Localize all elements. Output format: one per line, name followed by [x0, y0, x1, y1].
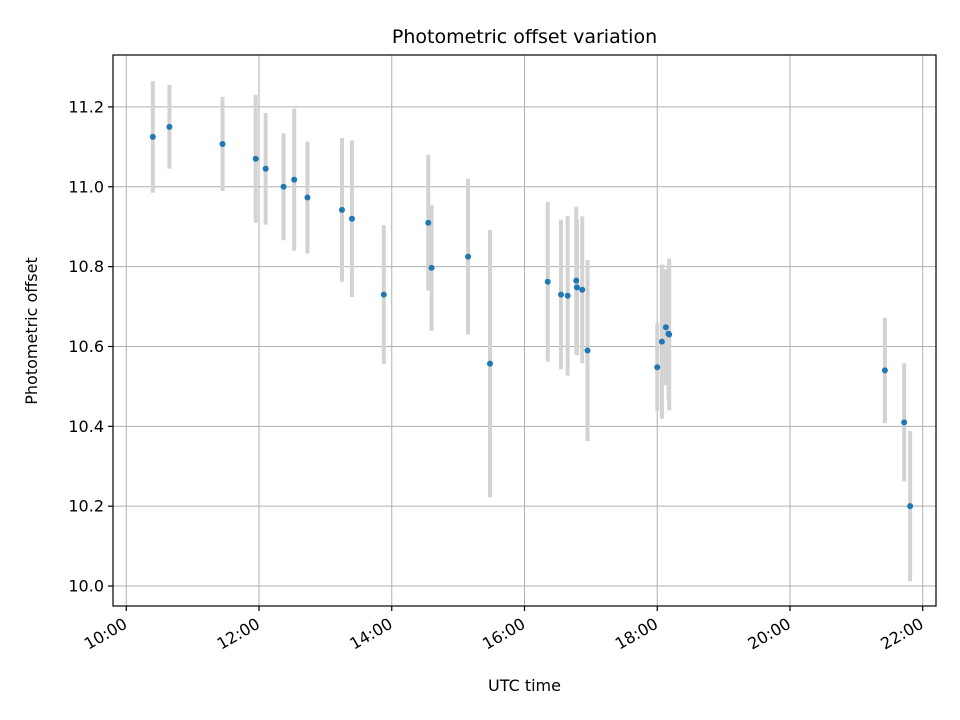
data-point [658, 338, 665, 345]
data-point [219, 141, 226, 148]
data-point [558, 291, 565, 298]
x-axis-label: UTC time [488, 676, 561, 695]
data-point [262, 165, 269, 172]
y-axis-label: Photometric offset [22, 257, 41, 405]
data-point [901, 419, 908, 426]
data-point [486, 360, 493, 367]
data-point [291, 176, 298, 183]
data-point [149, 133, 156, 140]
data-point [428, 264, 435, 271]
data-point [252, 155, 259, 162]
y-tick-label: 10.4 [68, 417, 104, 436]
data-points [149, 123, 914, 510]
y-tick-label: 10.6 [68, 337, 104, 356]
data-point [662, 324, 669, 331]
y-axis-ticks: 10.0 10.2 10.4 10.6 10.8 11.0 11.2 [68, 97, 113, 596]
data-point [280, 183, 287, 190]
y-tick-label: 11.0 [68, 177, 104, 196]
data-point [579, 286, 586, 293]
data-point [573, 284, 580, 291]
data-point [666, 331, 673, 338]
data-point [544, 278, 551, 285]
y-tick-label: 10.8 [68, 257, 104, 276]
y-tick-label: 10.2 [68, 497, 104, 516]
data-point [881, 367, 888, 374]
data-point [907, 503, 914, 510]
data-point [425, 219, 432, 226]
data-point [166, 123, 173, 130]
data-point [654, 364, 661, 371]
data-point [564, 292, 571, 299]
data-point [465, 253, 472, 260]
data-point [380, 291, 387, 298]
chart-title: Photometric offset variation [392, 26, 657, 48]
data-point [573, 277, 580, 284]
y-tick-label: 11.2 [68, 97, 104, 116]
y-tick-label: 10.0 [68, 577, 104, 596]
data-point [584, 347, 591, 354]
data-point [338, 206, 345, 213]
data-point [348, 215, 355, 222]
data-point [304, 194, 311, 201]
